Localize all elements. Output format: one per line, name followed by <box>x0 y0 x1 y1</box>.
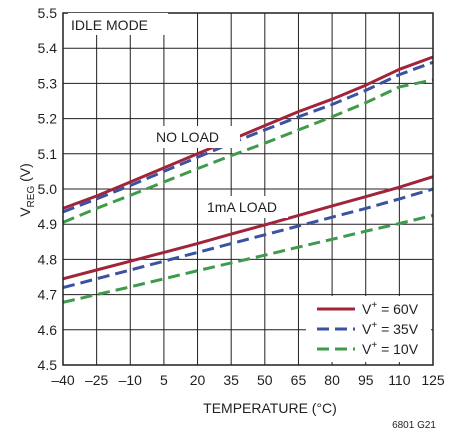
x-tick-label: 20 <box>190 372 206 388</box>
legend: V+ = 60V V+ = 35V V+ = 10V <box>317 300 419 357</box>
y-axis-title-unit: (V) <box>17 163 33 186</box>
x-tick-label: –25 <box>85 372 109 388</box>
series-line-1ma-load-35v <box>62 187 434 290</box>
y-axis-title-sub: REG <box>26 186 37 208</box>
legend-label: V+ = 60V <box>362 300 419 317</box>
x-tick-label: –10 <box>119 372 143 388</box>
series-lines <box>62 55 434 304</box>
no-load-label-bg <box>150 126 240 148</box>
x-tick-labels: –40 –25 –10 5 20 35 50 65 80 95 110 125 <box>51 372 445 388</box>
legend-label: V+ = 35V <box>362 320 419 337</box>
y-tick-label: 5.4 <box>38 40 58 56</box>
x-axis-title: TEMPERATURE (°C) <box>203 400 337 416</box>
x-tick-label: 35 <box>223 372 239 388</box>
x-tick-label: 110 <box>388 372 411 388</box>
x-tick-label: 5 <box>160 372 168 388</box>
y-tick-label: 4.7 <box>38 287 58 303</box>
x-tick-label: –40 <box>51 372 75 388</box>
y-tick-label: 5.1 <box>38 146 58 162</box>
y-tick-labels: 4.5 4.6 4.7 4.8 4.9 5.0 5.1 5.2 5.3 5.4 5.5 <box>38 5 58 373</box>
series-line-no-load-35v <box>62 60 434 214</box>
y-tick-label: 5.3 <box>38 75 58 91</box>
x-tick-label: 50 <box>257 372 273 388</box>
y-axis-title-main: V <box>17 207 33 217</box>
one-ma-load-label-bg <box>202 196 288 218</box>
mode-label: IDLE MODE <box>71 17 148 33</box>
x-tick-label: 95 <box>358 372 374 388</box>
plot-frame <box>62 12 434 366</box>
x-tick-label: 80 <box>324 372 340 388</box>
series-line-1ma-load-60v <box>62 175 434 281</box>
legend-label: V+ = 10V <box>362 340 419 357</box>
y-tick-label: 5.0 <box>38 181 58 197</box>
y-tick-label: 5.2 <box>38 111 58 127</box>
y-tick-label: 4.6 <box>38 322 58 338</box>
one-ma-load-label: 1mA LOAD <box>207 199 277 215</box>
y-tick-label: 4.5 <box>38 357 58 373</box>
y-tick-label: 4.9 <box>38 216 58 232</box>
y-axis-title: VREG (V) <box>17 163 37 217</box>
x-tick-label: 65 <box>291 372 307 388</box>
x-tick-label: 125 <box>421 372 445 388</box>
figure-ref: 6801 G21 <box>392 420 436 431</box>
y-tick-label: 5.5 <box>38 5 58 21</box>
no-load-label: NO LOAD <box>156 129 219 145</box>
series-line-no-load-60v <box>62 55 434 210</box>
series-line-no-load-10v <box>62 78 434 224</box>
y-tick-label: 4.8 <box>38 251 58 267</box>
mode-label-bg <box>68 13 168 35</box>
series-line-1ma-load-10v <box>62 213 434 304</box>
